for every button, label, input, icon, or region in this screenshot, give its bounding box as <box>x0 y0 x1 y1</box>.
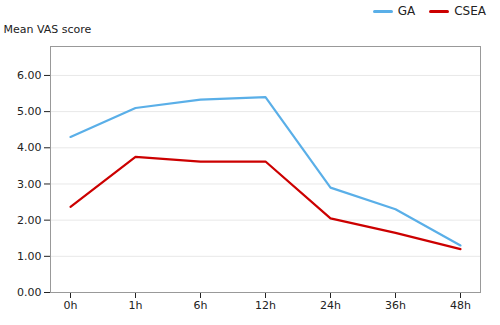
svg-text:24h: 24h <box>320 299 341 312</box>
svg-text:3.00: 3.00 <box>17 177 42 190</box>
html-text:CSEA: CSEA <box>454 4 486 18</box>
svg-text:5.00: 5.00 <box>17 105 42 118</box>
svg-text:0h: 0h <box>64 299 78 312</box>
svg-text:Mean VAS score: Mean VAS score <box>4 23 92 36</box>
svg-text:6h: 6h <box>194 299 208 312</box>
svg-text:0.00: 0.00 <box>17 286 42 299</box>
svg-text:6.00: 6.00 <box>17 69 42 82</box>
svg-text:1h: 1h <box>129 299 143 312</box>
html-text:GA: GA <box>397 4 416 18</box>
svg-text:12h: 12h <box>255 299 276 312</box>
svg-text:4.00: 4.00 <box>17 141 42 154</box>
svg-text:48h: 48h <box>450 299 471 312</box>
svg-text:2.00: 2.00 <box>17 214 42 227</box>
svg-text:36h: 36h <box>385 299 406 312</box>
svg-text:1.00: 1.00 <box>17 250 42 263</box>
